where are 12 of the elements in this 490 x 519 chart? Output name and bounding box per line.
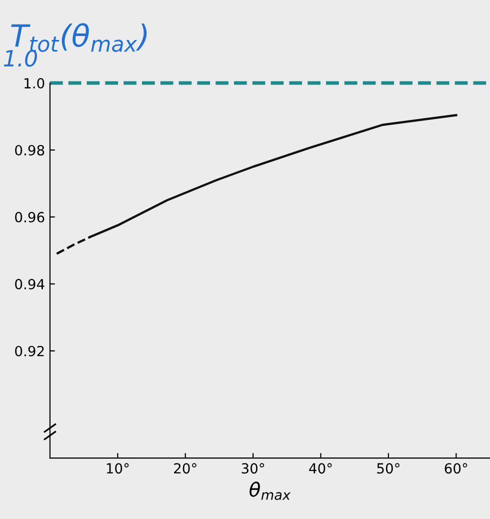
x-axis-title: θ$_{max}$ (250, 482, 291, 500)
y-tick-label: 0.98 (15, 144, 44, 156)
x-tick-label: 30° (242, 463, 264, 474)
y-tick-label: 0.94 (15, 278, 44, 290)
x-tick-label: 60° (444, 463, 468, 474)
x-tick-label: 10° (106, 463, 129, 474)
y-tick-label: 1.0 (24, 78, 44, 89)
y-tick-label: 0.92 (15, 346, 44, 356)
x-tick-label: 20° (174, 463, 196, 474)
y-tick-label: 0.96 (15, 212, 44, 222)
x-tick-label: 40° (309, 463, 332, 474)
x-tick-label: 50° (377, 463, 400, 474)
